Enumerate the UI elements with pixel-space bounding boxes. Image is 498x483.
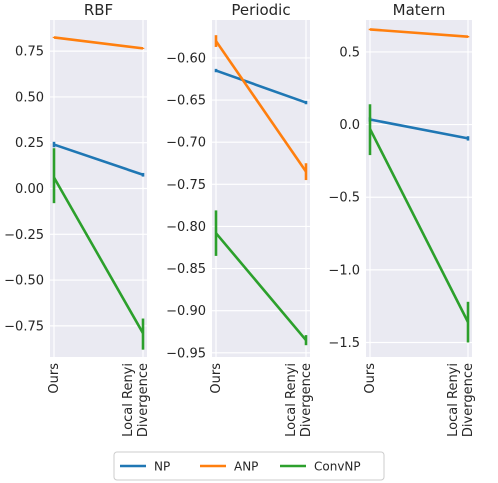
y-tick-label: −0.80 bbox=[166, 220, 206, 235]
y-tick-label: −0.75 bbox=[4, 319, 44, 334]
panel-title: Matern bbox=[393, 1, 446, 19]
y-tick-label: −0.70 bbox=[166, 136, 206, 151]
legend-label: ANP bbox=[234, 460, 258, 474]
y-tick-label: −0.85 bbox=[166, 262, 206, 277]
legend-label: NP bbox=[154, 460, 170, 474]
y-tick-label: −1.0 bbox=[328, 263, 360, 278]
y-tick-label: −0.75 bbox=[166, 178, 206, 193]
panel-background bbox=[212, 20, 310, 357]
y-tick-label: 0.50 bbox=[15, 90, 44, 105]
y-tick-label: −0.25 bbox=[4, 228, 44, 243]
y-tick-label: −0.60 bbox=[166, 51, 206, 66]
legend-label: ConvNP bbox=[314, 460, 361, 474]
series-convnp bbox=[368, 104, 470, 343]
y-tick-label: 0.25 bbox=[15, 136, 44, 151]
x-tick-label: Local RenyiDivergence bbox=[446, 363, 476, 437]
y-tick-label: −0.50 bbox=[4, 274, 44, 289]
series-anp bbox=[368, 28, 470, 39]
series-line bbox=[369, 118, 469, 140]
y-tick-label: 0.0 bbox=[339, 118, 360, 133]
y-tick-label: 0.75 bbox=[15, 45, 44, 60]
y-tick-label: −1.5 bbox=[328, 336, 360, 351]
y-tick-label: −0.90 bbox=[166, 304, 206, 319]
series-line bbox=[368, 128, 470, 323]
series-line bbox=[53, 143, 144, 176]
series-line bbox=[53, 36, 144, 50]
series-line bbox=[215, 232, 307, 341]
panels: 0.75 0.50 0.25 0.00 −0.25 −0.50 −0.75 Ours Local… bbox=[4, 1, 476, 437]
panel-background bbox=[366, 20, 472, 357]
panel-title: Periodic bbox=[231, 1, 290, 19]
legend-box bbox=[113, 451, 385, 481]
panel-rbf: 0.75 0.50 0.25 0.00 −0.25 −0.50 −0.75 Ours Local… bbox=[4, 1, 151, 437]
legend-entry-convnp: ConvNP bbox=[280, 460, 361, 474]
legend: NP ANP ConvNP bbox=[113, 451, 385, 481]
series-convnp bbox=[214, 210, 308, 346]
series-line bbox=[215, 69, 307, 104]
x-tick-label: Ours bbox=[209, 363, 224, 394]
y-tick-label: 0.00 bbox=[15, 182, 44, 197]
x-tick-label: Local RenyiDivergence bbox=[284, 363, 314, 437]
series-convnp bbox=[52, 148, 145, 350]
x-tick-label: Local RenyiDivergence bbox=[121, 363, 151, 437]
y-tick-label: −0.65 bbox=[166, 94, 206, 109]
x-tick-label: Ours bbox=[47, 363, 62, 394]
series-anp bbox=[52, 36, 145, 50]
series-line bbox=[369, 28, 469, 39]
panel-title: RBF bbox=[84, 1, 113, 19]
series-np bbox=[214, 68, 308, 105]
series-line bbox=[214, 40, 308, 173]
panel-periodic: −0.60 −0.65 −0.70 −0.75 −0.80 −0.85 −0.90 −0.95… bbox=[166, 1, 314, 437]
y-tick-label: −0.5 bbox=[328, 191, 360, 206]
y-tick-label: −0.95 bbox=[166, 346, 206, 361]
series-np bbox=[52, 141, 145, 177]
x-tick-label: Ours bbox=[363, 363, 378, 394]
legend-entry-anp: ANP bbox=[200, 460, 258, 474]
series-anp bbox=[214, 35, 308, 181]
y-tick-label: 0.5 bbox=[339, 45, 360, 60]
legend-entry-np: NP bbox=[120, 460, 170, 474]
series-line bbox=[52, 176, 145, 334]
